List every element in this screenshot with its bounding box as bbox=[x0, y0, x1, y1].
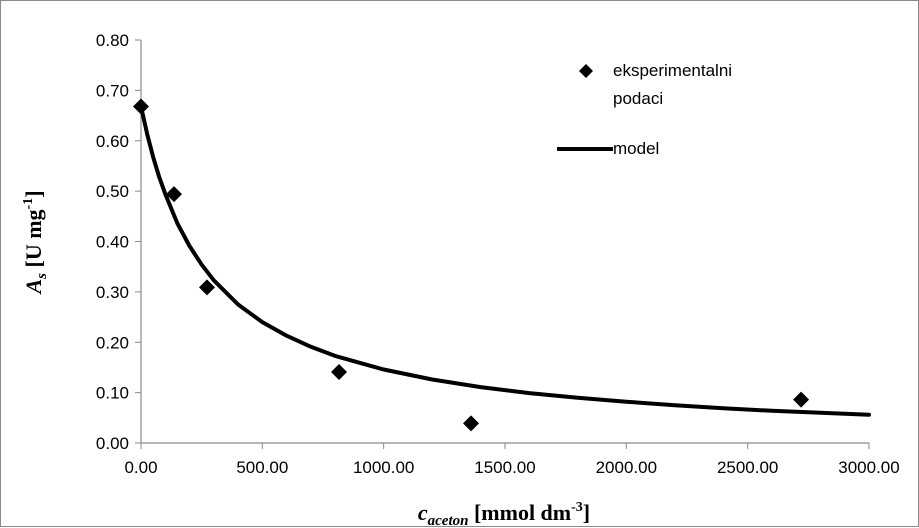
data-point-diamond bbox=[793, 391, 810, 408]
y-axis-title: As [U mg-1] bbox=[21, 190, 50, 295]
model-curve bbox=[139, 104, 871, 417]
x-axis-title-sup: -3 bbox=[571, 500, 583, 515]
y-tick-label: 0.30 bbox=[96, 283, 129, 302]
x-axis-title-main: c bbox=[418, 500, 428, 525]
x-axis-title-rest: [mmol dm bbox=[468, 500, 571, 525]
legend-label: model bbox=[613, 139, 659, 158]
y-axis-title-rest: [U mg bbox=[21, 209, 46, 273]
x-tick-label: 3000.00 bbox=[838, 458, 899, 477]
x-tick-label: 1000.00 bbox=[353, 458, 414, 477]
y-axis-title-sub: s bbox=[34, 273, 50, 280]
y-tick-label: 0.80 bbox=[96, 31, 129, 50]
data-point-diamond bbox=[166, 186, 183, 203]
x-tick-label: 1500.00 bbox=[474, 458, 535, 477]
legend: eksperimentalni podaci model bbox=[557, 61, 732, 158]
plot-area bbox=[140, 40, 869, 444]
y-tick-label: 0.40 bbox=[96, 233, 129, 252]
legend-label: eksperimentalni bbox=[613, 61, 732, 80]
y-axis-title-close: ] bbox=[21, 190, 46, 197]
data-point-diamond bbox=[199, 279, 216, 296]
x-axis-ticks: 0.00 500.00 1000.00 1500.00 2000.00 2500.00 30… bbox=[124, 443, 900, 477]
y-axis-title-main: A bbox=[21, 279, 46, 296]
y-tick-label: 0.00 bbox=[96, 434, 129, 453]
y-tick-label: 0.50 bbox=[96, 182, 129, 201]
legend-marker-diamond bbox=[579, 64, 593, 78]
y-tick-label: 0.10 bbox=[96, 384, 129, 403]
y-tick-label: 0.60 bbox=[96, 132, 129, 151]
x-tick-label: 2000.00 bbox=[596, 458, 657, 477]
x-axis-title: caceton [mmol dm-3] bbox=[418, 500, 590, 528]
data-point-diamond bbox=[133, 98, 149, 115]
data-point-diamond bbox=[463, 415, 480, 432]
data-point-diamond bbox=[331, 363, 348, 380]
x-axis-title-sub: aceton bbox=[428, 513, 469, 528]
x-tick-label: 500.00 bbox=[236, 458, 288, 477]
x-tick-label: 0.00 bbox=[124, 458, 157, 477]
x-tick-label: 2500.00 bbox=[717, 458, 778, 477]
y-axis-ticks: 0.00 0.10 0.20 0.30 0.40 0.50 0.60 0.70 0.80 bbox=[96, 31, 141, 453]
y-tick-label: 0.20 bbox=[96, 333, 129, 352]
series-layer bbox=[133, 98, 871, 432]
y-axis-title-sup: -1 bbox=[21, 198, 36, 210]
y-tick-label: 0.70 bbox=[96, 81, 129, 100]
x-axis-title-close: ] bbox=[583, 500, 590, 525]
legend-label: podaci bbox=[613, 89, 663, 108]
